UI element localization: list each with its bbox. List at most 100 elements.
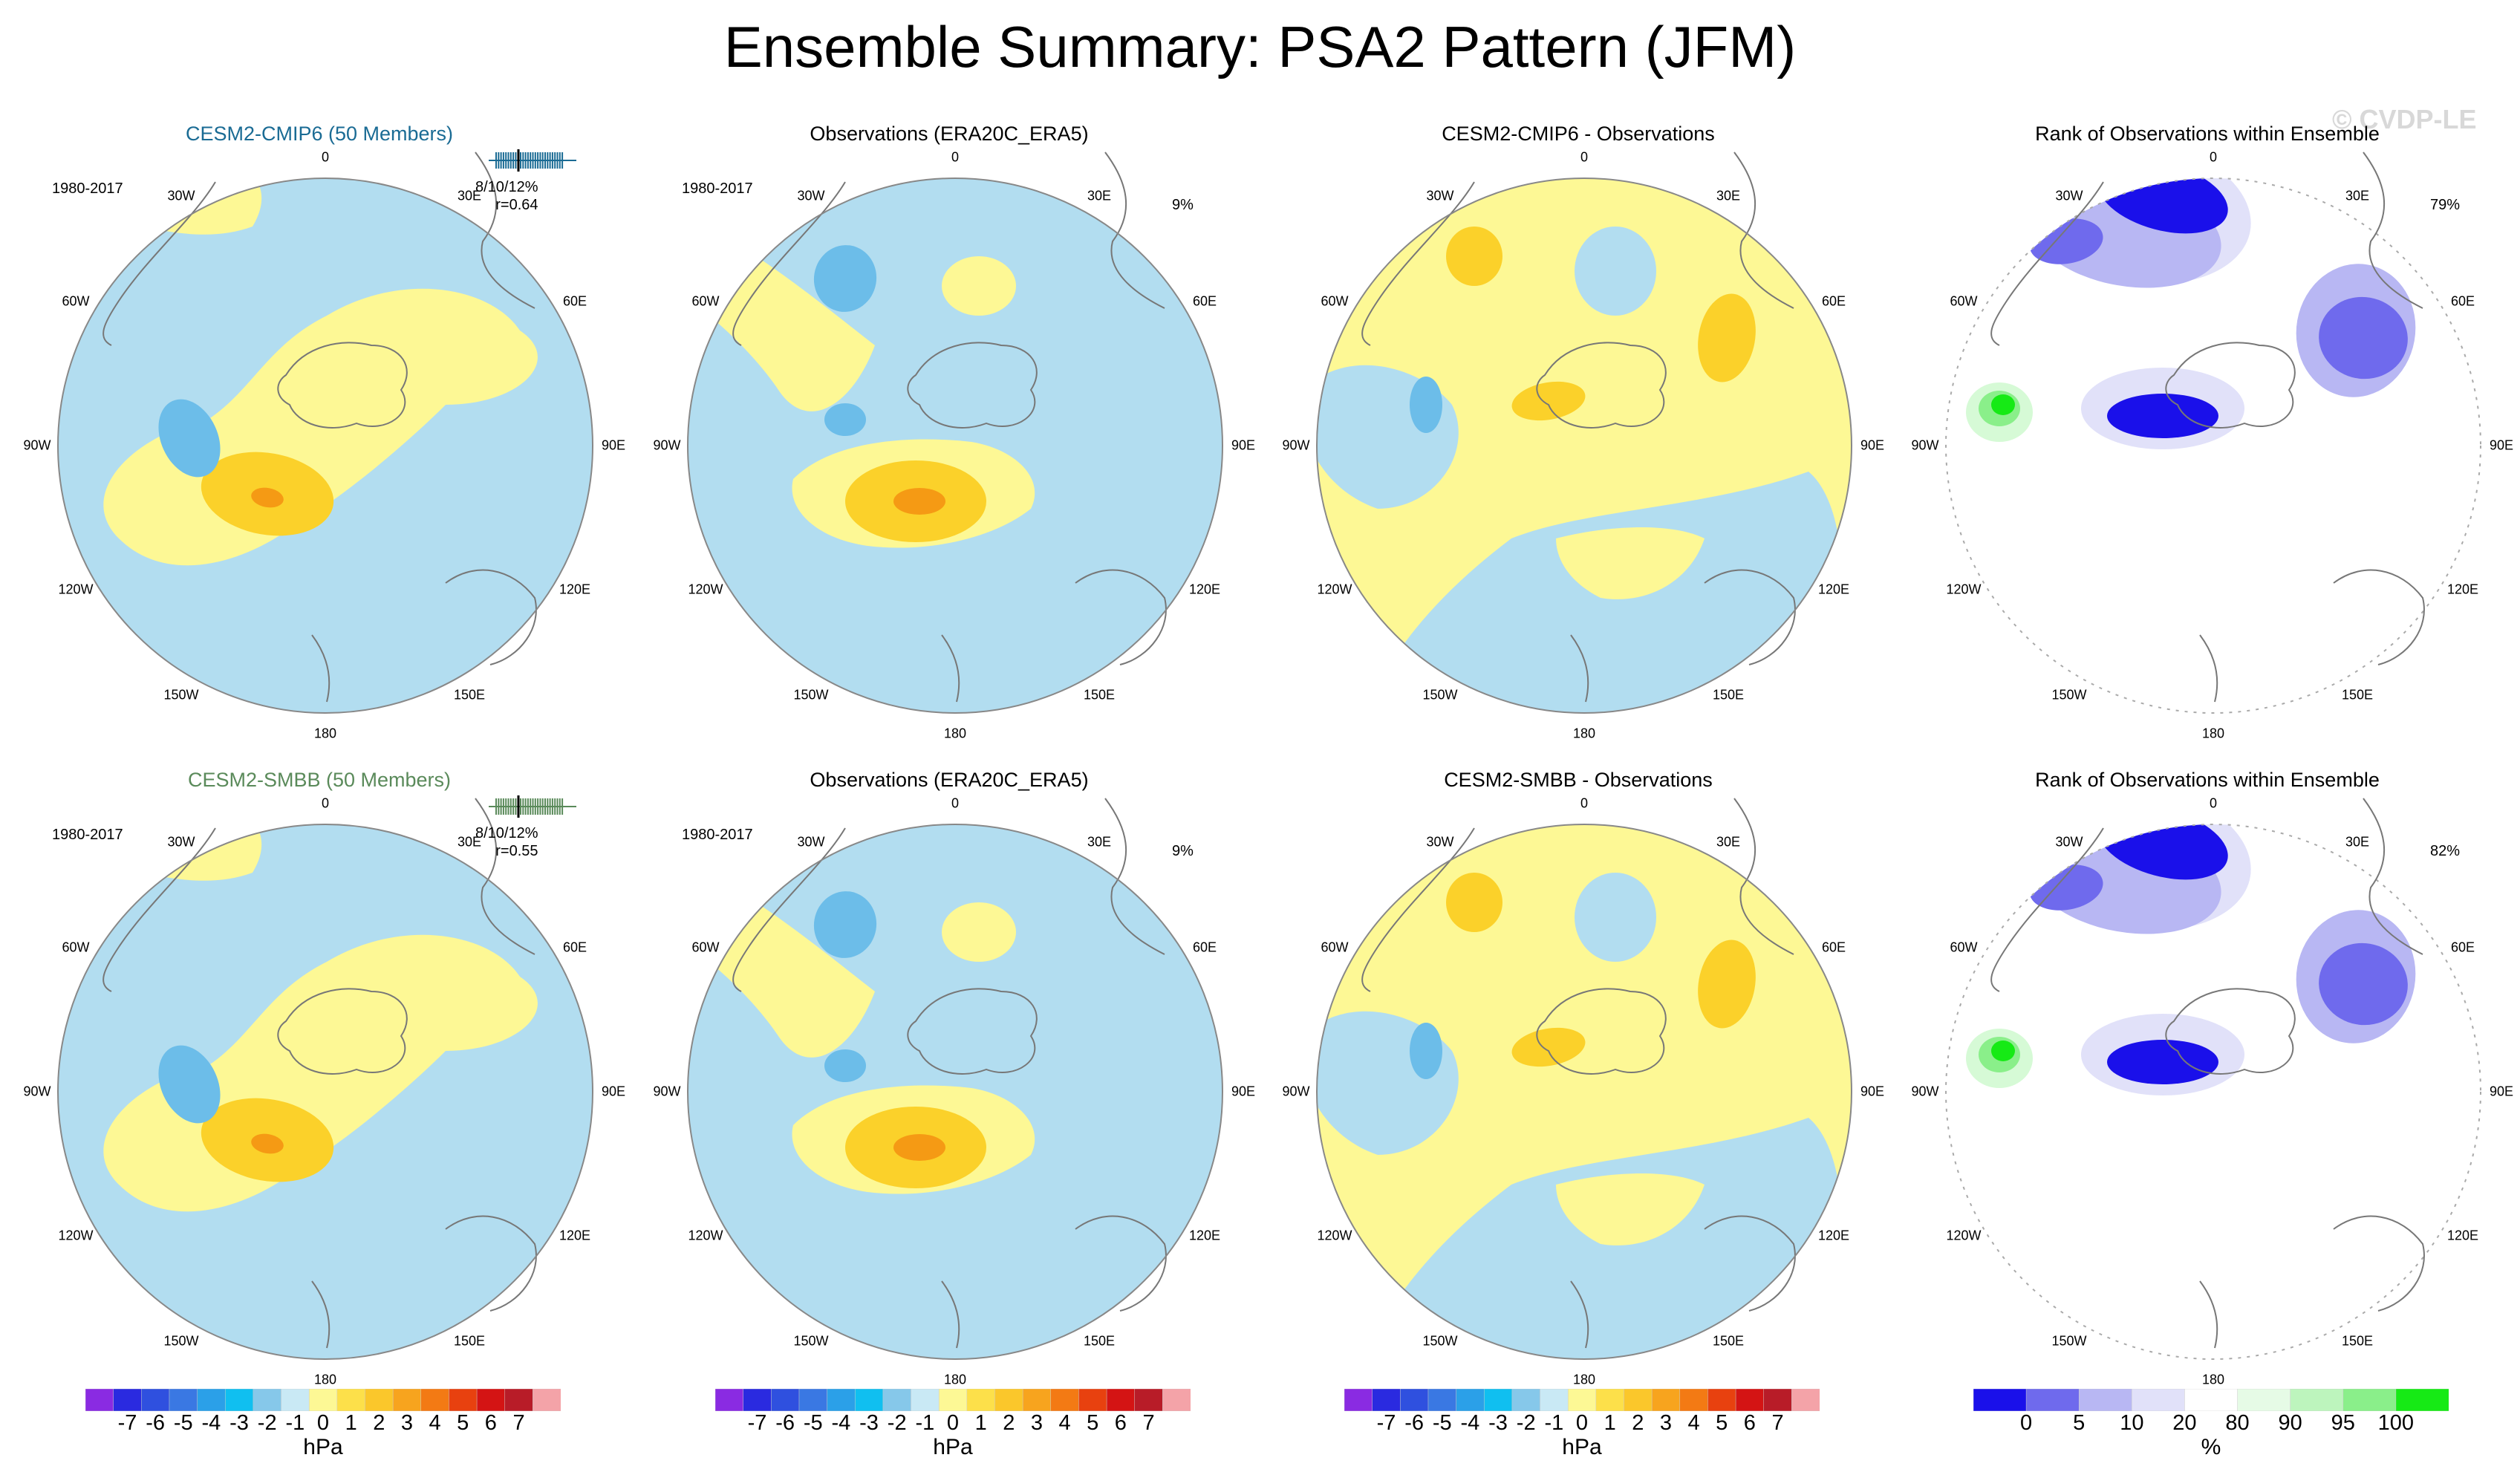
rank-mid-east [2319,942,2408,1026]
map-panel: CESM2-SMBB (50 Members) 1980-2017 8/10/12%… [23,769,625,1437]
colorbar-tick-label: 5 [1716,1411,1728,1435]
colorbar-swatch [771,1389,800,1411]
colorbar-swatch [365,1389,394,1411]
colorbar-swatch [281,1389,310,1411]
longitude-label: 60W [1950,293,1978,309]
colorbar-swatch [1624,1389,1653,1411]
colorbar-tick-label: 5 [1087,1411,1099,1435]
coastline [1361,798,1796,1349]
colorbar-tick-label: -1 [1544,1411,1564,1435]
australia-coast [2333,1215,2425,1312]
panel-title: CESM2-CMIP6 (50 Members) [185,123,454,145]
colorbar-swatch [336,1389,366,1411]
colorbar-tick-label: 2 [1003,1411,1015,1435]
colorbar-tick-label: -7 [747,1411,767,1435]
colorbar-swatch [449,1389,478,1411]
colorbar-tick-label: -2 [887,1411,907,1435]
polar-map [1945,798,2481,1360]
rank-min-center [2107,1040,2218,1084]
longitude-label: 30E [1716,834,1741,850]
coastline [102,798,537,1349]
negative-core [1410,1023,1442,1079]
colorbar-tick-label: -5 [803,1411,823,1435]
longitude-label: 60E [563,293,587,309]
australia-coast [1704,1215,1796,1312]
percent-label: 9% [1172,197,1194,213]
colorbar-swatch [1595,1389,1625,1411]
longitude-label: 90W [653,437,681,453]
polar-map [57,152,593,714]
longitude-label: 120W [58,1228,94,1243]
new-zealand-coast [2199,634,2218,703]
australia-coast [1704,569,1796,665]
colorbar-tick-label: -4 [831,1411,851,1435]
contour-field [688,178,1222,713]
colorbar-tick-label: -7 [1376,1411,1396,1435]
new-zealand-coast [941,1280,960,1349]
colorbar-unit: hPa [303,1435,343,1459]
longitude-label: 120E [2446,1228,2479,1243]
colorbar-tick-label: 1 [1604,1411,1616,1435]
colorbar-swatch [1344,1389,1373,1411]
colorbar-tick-label: -4 [1460,1411,1480,1435]
coastline [1990,152,2425,703]
new-zealand-coast [311,634,331,703]
colorbar-tick-label: -3 [229,1411,249,1435]
antarctica-coast [2165,988,2296,1075]
colorbar-tick-label: -3 [859,1411,879,1435]
colorbar-tick-label: 3 [1030,1411,1044,1435]
colorbar-swatch [798,1389,828,1411]
longitude-label: 30E [457,188,482,203]
longitude-label: 150W [793,1333,829,1349]
longitude-label: 90E [2489,1084,2514,1099]
new-zealand-coast [2199,1280,2218,1349]
colorbar-tick-label: 7 [1142,1411,1155,1435]
colorbar-tick-label: 0 [316,1411,330,1435]
africa-coast [1104,798,1165,955]
longitude-label: 180 [1572,1372,1596,1387]
colorbar-swatches [85,1389,561,1411]
negative-core [813,245,877,312]
positive-core-n [1446,227,1502,286]
longitude-label: 60E [2451,293,2475,309]
coastline [1361,152,1796,703]
colorbar-tick-label: 7 [1771,1411,1784,1435]
colorbar-swatch [994,1389,1023,1411]
south-america-coast [1361,181,1475,346]
colorbar-tick-label: 2 [1632,1411,1644,1435]
longitude-label: 0 [321,795,330,811]
colorbar: -7 -6 -5 -4 -3 -2 -1 0 1 2 3 4 5 6 7 hPa [715,1389,1191,1463]
colorbar-swatch [1973,1389,2027,1411]
longitude-label: 120W [1317,1228,1352,1243]
africa-coast [475,798,535,955]
rank-min-center [2107,394,2218,438]
colorbar-tick-label: -6 [775,1411,795,1435]
longitude-label: 30W [2055,188,2083,203]
south-america-coast [1990,181,2104,346]
longitude-label: 180 [2201,726,2225,741]
positive-island [1556,527,1705,599]
south-america-coast [102,827,216,992]
antarctica-coast [907,988,1038,1075]
africa-coast [475,152,535,309]
colorbar-swatch [1651,1389,1681,1411]
longitude-label: 60W [1950,939,1978,955]
colorbar-tick-label: 80 [2225,1411,2250,1435]
contour-field [58,824,593,1359]
longitude-label: 120E [1188,582,1221,597]
negative-core-2 [824,1049,866,1082]
new-zealand-coast [1570,634,1589,703]
polar-map [1316,152,1852,714]
map-panel: CESM2-CMIP6 - Observations 0 30E 60E 90E 120E… [1282,123,1884,791]
longitude-label: 30E [2345,834,2370,850]
new-zealand-coast [311,1280,331,1349]
rank-high-max [1991,394,2015,415]
colorbar-tick-label: -1 [285,1411,305,1435]
africa-coast [1104,152,1165,309]
period-label: 1980-2017 [52,180,123,197]
colorbar-swatch [1106,1389,1136,1411]
longitude-label: 150W [163,687,199,703]
rank-field [1946,178,2481,713]
longitude-label: 120E [1817,1228,1850,1243]
longitude-label: 120E [559,582,591,597]
